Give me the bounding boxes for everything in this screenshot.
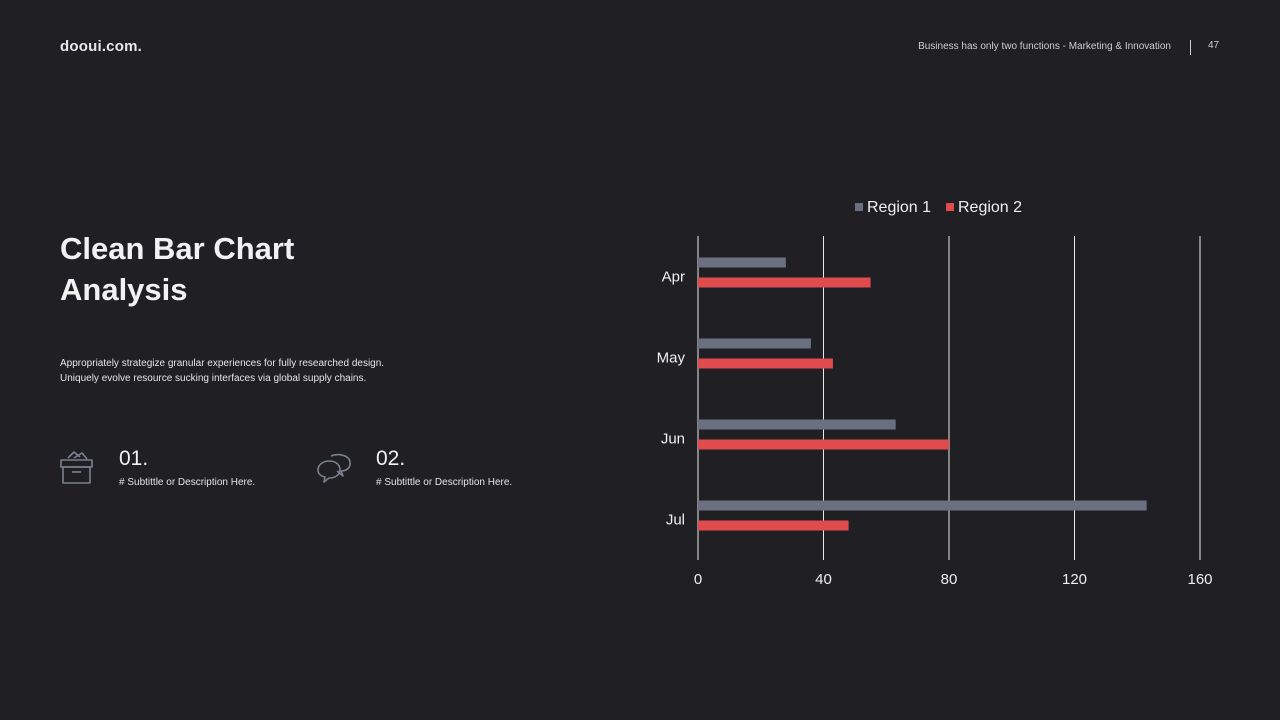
legend-label: Region 1 <box>867 199 931 216</box>
y-tick-label: Jul <box>666 512 685 529</box>
y-tick-label: Jun <box>661 431 685 448</box>
feature-subtitle: # Subtittle or Description Here. <box>376 477 513 488</box>
page-title: Clean Bar Chart Analysis <box>60 228 380 310</box>
y-tick-label: Apr <box>662 269 685 286</box>
y-tick-label: May <box>657 350 686 367</box>
x-tick-label: 80 <box>941 571 958 588</box>
page-number: 47 <box>1208 40 1220 51</box>
legend-swatch <box>855 203 863 211</box>
x-tick-label: 160 <box>1187 571 1212 588</box>
bar-region-2 <box>698 439 949 450</box>
title-line-1: Clean Bar Chart <box>60 231 295 266</box>
bar-region-1 <box>698 338 811 349</box>
header-tagline: Business has only two functions - Market… <box>918 41 1171 52</box>
feature-number: 01. <box>119 447 149 470</box>
legend-label: Region 2 <box>958 199 1022 216</box>
x-tick-label: 40 <box>815 571 832 588</box>
chat-bubbles-icon <box>317 449 353 487</box>
description-line-1: Appropriately strategize granular experi… <box>60 358 385 369</box>
title-line-2: Analysis <box>60 272 188 307</box>
header-divider <box>1190 40 1191 55</box>
x-tick-label: 0 <box>694 571 702 588</box>
bar-region-2 <box>698 277 871 288</box>
archive-box-icon <box>60 449 96 487</box>
bar-region-1 <box>698 257 786 268</box>
description: Appropriately strategize granular experi… <box>60 356 460 386</box>
feature-subtitle: # Subtittle or Description Here. <box>119 477 256 488</box>
description-line-2: Uniquely evolve resource sucking interfa… <box>60 373 367 384</box>
bar-region-1 <box>698 500 1147 511</box>
legend-swatch <box>946 203 954 211</box>
brand-logo: dooui.com. <box>60 38 142 55</box>
bar-region-2 <box>698 358 833 369</box>
bar-region-2 <box>698 520 849 531</box>
feature-number: 02. <box>376 447 406 470</box>
bar-region-1 <box>698 419 896 430</box>
x-tick-label: 120 <box>1062 571 1087 588</box>
